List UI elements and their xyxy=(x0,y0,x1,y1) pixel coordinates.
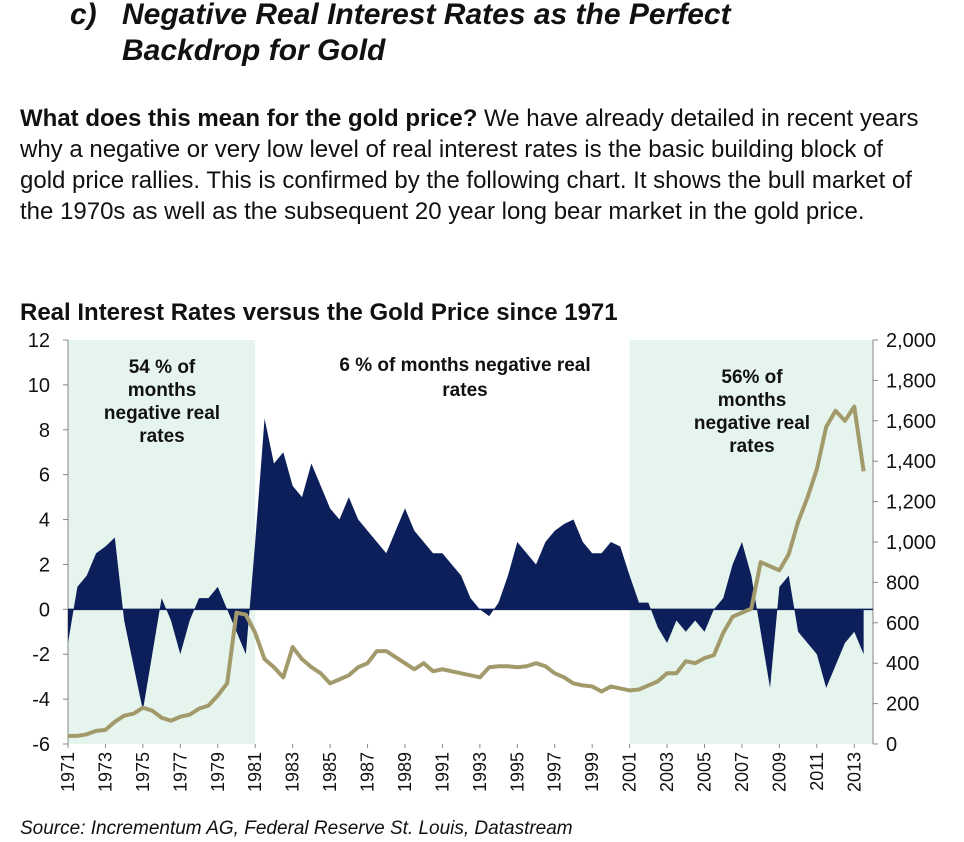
y-tick-label: -4 xyxy=(32,689,50,711)
y2-tick-label: 1,000 xyxy=(886,532,936,554)
x-tick-label: 1995 xyxy=(507,752,527,792)
x-tick-label: 1987 xyxy=(358,752,378,792)
y-tick-label: 8 xyxy=(39,420,50,442)
gold-line xyxy=(68,404,866,738)
chart-title: Real Interest Rates versus the Gold Pric… xyxy=(20,299,618,326)
y-tick-label: -6 xyxy=(32,734,50,756)
annotation: 6 % of months negative real xyxy=(339,355,590,376)
x-tick-label: 2001 xyxy=(620,752,640,792)
highlight-band xyxy=(629,340,873,744)
y-tick-label: 6 xyxy=(39,465,50,487)
highlight-band xyxy=(68,340,256,744)
y2-tick-label: 400 xyxy=(886,653,919,675)
y-tick-label: 10 xyxy=(28,375,50,397)
x-tick-label: 1993 xyxy=(470,752,490,792)
x-tick-label: 1981 xyxy=(245,752,265,792)
y2-tick-label: 1,400 xyxy=(886,451,936,473)
annotation: months xyxy=(128,380,197,401)
y2-tick-label: 1,200 xyxy=(886,492,936,514)
annotation: 54 % of xyxy=(129,357,196,378)
annotation: rates xyxy=(729,436,774,457)
y2-tick-label: 1,600 xyxy=(886,411,936,433)
annotation: rates xyxy=(442,380,487,401)
annotation: rates xyxy=(139,426,184,447)
x-tick-label: 1991 xyxy=(432,752,452,792)
annotation: months xyxy=(718,390,787,411)
x-tick-label: 2007 xyxy=(732,752,752,792)
y2-tick-label: 0 xyxy=(886,734,897,756)
annotation: 56% of xyxy=(721,367,783,388)
y-tick-label: 0 xyxy=(39,599,50,621)
intro-lead: What does this mean for the gold price? xyxy=(20,105,478,132)
annotation: negative real xyxy=(694,413,810,434)
section-title: Backdrop for Gold xyxy=(122,34,386,67)
x-tick-label: 2013 xyxy=(844,752,864,792)
x-tick-label: 1979 xyxy=(208,752,228,792)
x-tick-label: 1989 xyxy=(395,752,415,792)
y2-tick-label: 800 xyxy=(886,572,919,594)
x-tick-label: 1975 xyxy=(133,752,153,792)
y2-tick-label: 1,800 xyxy=(886,370,936,392)
y-tick-label: 4 xyxy=(39,510,50,532)
y-tick-label: -2 xyxy=(32,644,50,666)
x-tick-label: 1997 xyxy=(545,752,565,792)
section-marker: c) xyxy=(70,0,97,31)
rate-area xyxy=(68,418,864,711)
x-tick-label: 1999 xyxy=(582,752,602,792)
intro-text: We have already detailed in recent years… xyxy=(20,105,919,225)
x-tick-label: 1985 xyxy=(320,752,340,792)
x-tick-label: 1977 xyxy=(170,752,190,792)
source-note: Source: Incrementum AG, Federal Reserve … xyxy=(20,818,573,839)
x-tick-label: 2009 xyxy=(769,752,789,792)
x-tick-label: 2011 xyxy=(807,752,827,791)
annotation: negative real xyxy=(104,403,220,424)
x-tick-label: 1971 xyxy=(58,752,78,792)
y-tick-label: 12 xyxy=(28,330,50,352)
x-tick-label: 2005 xyxy=(695,752,715,792)
x-tick-label: 1973 xyxy=(95,752,115,792)
y2-tick-label: 2,000 xyxy=(886,330,936,352)
x-tick-label: 1983 xyxy=(283,752,303,792)
y2-tick-label: 600 xyxy=(886,613,919,635)
x-tick-label: 2003 xyxy=(657,752,677,792)
intro-paragraph: What does this mean for the gold price? … xyxy=(20,103,930,227)
y2-tick-label: 200 xyxy=(886,694,919,716)
section-title: Negative Real Interest Rates as the Perf… xyxy=(122,0,731,31)
y-tick-label: 2 xyxy=(39,554,50,576)
